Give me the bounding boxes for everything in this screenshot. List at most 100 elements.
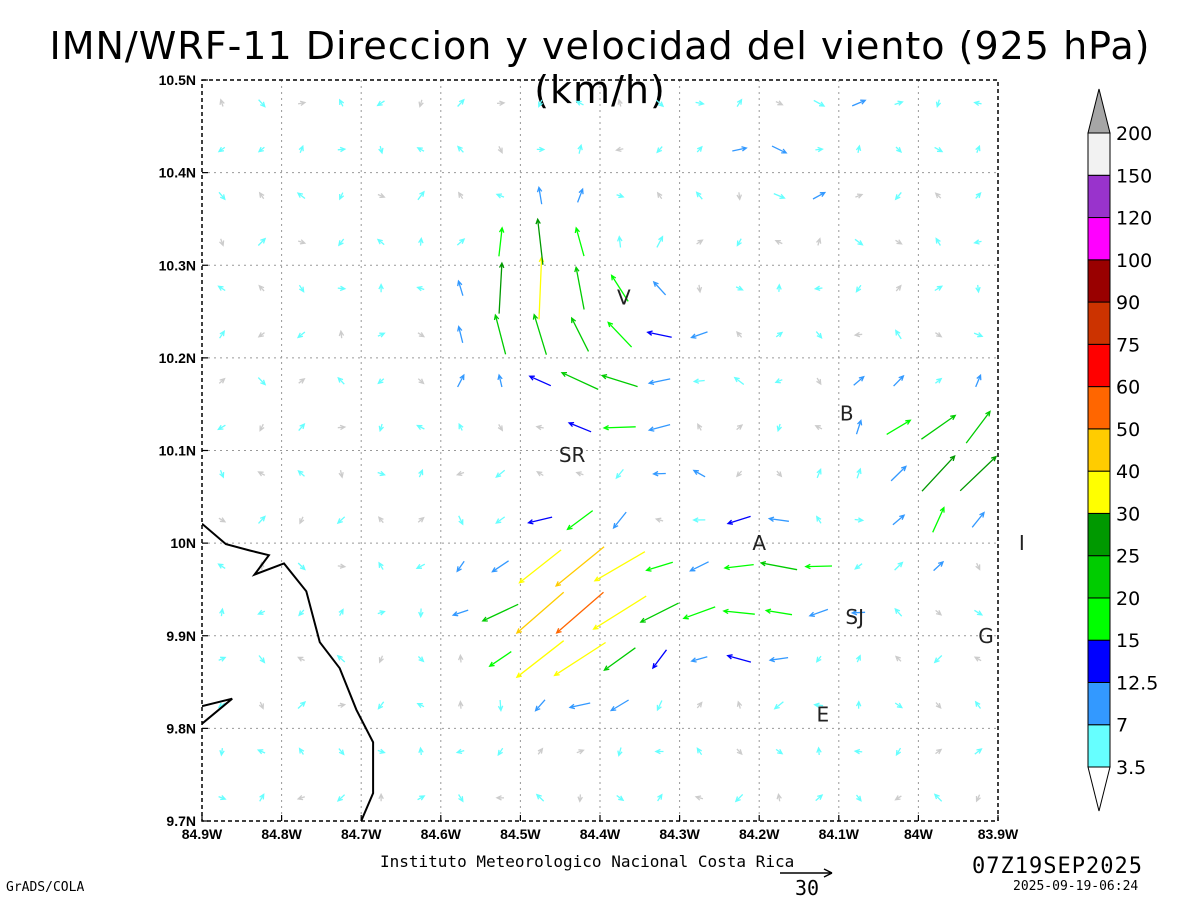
y-tick-label: 9.9N (166, 628, 196, 644)
wind-vector (455, 470, 465, 477)
wind-vector (418, 99, 424, 108)
wind-vector (456, 560, 465, 573)
wind-vector (497, 699, 504, 713)
wind-vector (299, 516, 305, 525)
wind-vector (959, 455, 998, 492)
wind-vector (493, 313, 507, 355)
wind-vector (339, 192, 345, 201)
wind-vector (696, 701, 703, 709)
wind-vector (518, 549, 562, 584)
wind-vector (337, 424, 347, 431)
wind-vector (378, 423, 384, 433)
wind-vector (654, 748, 664, 755)
wind-vector (258, 191, 265, 200)
wind-vector (296, 331, 306, 339)
wind-vector (733, 376, 745, 386)
wind-vector (816, 746, 822, 756)
wind-vector (538, 255, 545, 320)
y-tick-label: 10.4N (159, 165, 196, 181)
coastline (202, 522, 375, 821)
colorbar-box (1087, 132, 1111, 176)
wind-vector (616, 794, 625, 802)
wind-vector (257, 609, 266, 615)
wind-vector (894, 702, 904, 709)
x-tick-label: 84.4W (580, 826, 621, 842)
wind-vector (647, 423, 671, 432)
wind-vector (814, 425, 823, 431)
wind-vector (574, 265, 585, 310)
wind-vector (854, 563, 863, 570)
wind-vector (894, 100, 904, 106)
wind-vector (515, 640, 565, 679)
wind-vector (815, 794, 824, 802)
y-tick-label: 9.7N (166, 813, 196, 829)
wind-vector (656, 235, 664, 248)
wind-vector (337, 563, 347, 569)
wind-vector (690, 656, 708, 663)
wind-vector (816, 467, 822, 479)
x-tick-label: 84W (904, 826, 934, 842)
wind-vector (219, 330, 226, 339)
wind-vector (218, 517, 227, 523)
x-axis-ticks: 84.9W 84.8W 84.7W 84.6W 84.5W 84.4W 84.3W 84.2W… (182, 815, 1019, 842)
wind-vector (532, 313, 548, 355)
wind-vector (377, 610, 386, 616)
wind-vector (298, 284, 305, 293)
wind-vector (894, 329, 902, 340)
colorbar-box (1087, 512, 1111, 557)
wind-vector (935, 609, 943, 616)
wind-vector (736, 424, 744, 431)
wind-vector (257, 332, 265, 338)
wind-vector (217, 424, 226, 431)
wind-vector (456, 238, 466, 246)
wind-vector (458, 422, 464, 431)
wind-vector (497, 146, 503, 154)
wind-vector (886, 419, 912, 435)
wind-vector (655, 99, 665, 108)
wind-vector (297, 656, 305, 662)
wind-vector (568, 702, 591, 710)
y-tick-label: 10N (170, 535, 196, 551)
wind-vector (692, 378, 705, 384)
wind-vector (415, 563, 426, 569)
wind-vector (689, 561, 709, 572)
wind-vector (377, 378, 385, 385)
wind-vector (297, 562, 306, 571)
y-tick-label: 10.3N (159, 257, 196, 273)
colorbar-box (1087, 301, 1111, 345)
colorbar-label: 3.5 (1116, 757, 1146, 779)
wind-vector (217, 146, 226, 153)
wind-vector (576, 187, 584, 203)
wind-vector (934, 192, 942, 199)
colorbar-label: 40 (1116, 461, 1140, 483)
wind-vector (973, 239, 982, 245)
wind-vector (418, 237, 424, 246)
wind-vector (218, 377, 226, 384)
wind-vector (895, 239, 903, 245)
coastline-segment (202, 522, 375, 821)
wind-vector (417, 795, 426, 801)
wind-vector (921, 455, 956, 492)
wind-vector (378, 655, 384, 664)
wind-vector (736, 98, 743, 107)
wind-vector (855, 794, 862, 802)
wind-vector (536, 470, 544, 477)
wind-vector (973, 100, 982, 107)
wind-vector (418, 608, 424, 619)
colorbar-label: 150 (1116, 165, 1152, 187)
wind-vector (895, 284, 902, 292)
wind-vector (377, 332, 386, 338)
wind-vector (682, 606, 716, 620)
wind-vector (257, 237, 267, 246)
wind-vector (566, 510, 594, 531)
colorbar-label: 7 (1116, 715, 1128, 737)
wind-vector (576, 749, 585, 755)
wind-vector (935, 99, 942, 109)
wind-vector (974, 748, 983, 755)
wind-vector (855, 654, 861, 663)
wind-vector (338, 329, 345, 339)
x-tick-label: 84.3W (659, 826, 700, 842)
wind-vector (296, 192, 306, 200)
wind-vector (975, 284, 981, 294)
